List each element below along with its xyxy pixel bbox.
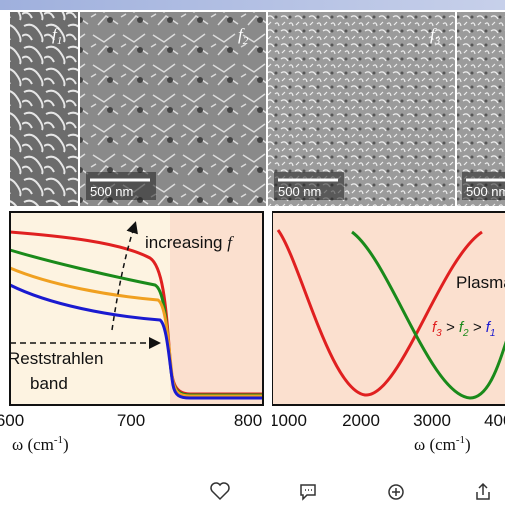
right-plot: Plasma f3 > f2 > f1 1000 2000 3000 4000 … [269, 212, 505, 454]
label-sub: 2 [243, 35, 249, 47]
x-tick-label: 700 [117, 411, 145, 430]
label-text: ) [465, 435, 471, 454]
sub: 1 [490, 328, 496, 339]
label-sup: -1 [456, 434, 465, 446]
region-label: band [30, 374, 68, 393]
annotation: increasing f [145, 233, 234, 252]
gt: > [442, 319, 459, 336]
x-tick-label: 2000 [342, 411, 380, 430]
label-text: ω (cm [12, 435, 54, 454]
comment-button[interactable] [301, 485, 315, 499]
panel-clip: 500 nm [462, 172, 505, 200]
label-text: ) [63, 435, 69, 454]
label-text: ω (cm [414, 435, 456, 454]
sem-panel [10, 12, 78, 206]
label-sup: -1 [54, 434, 63, 446]
x-tick-label: 1000 [269, 411, 307, 430]
gt: > [469, 319, 486, 336]
annotation-text: increasing [145, 233, 223, 252]
screenshot: f1 f2 f3 500 nm 500 nm 500 nm increasing… [0, 0, 505, 506]
x-tick-label: 4000 [484, 411, 505, 430]
top-bar [0, 0, 505, 10]
sem-images: f1 f2 f3 500 nm 500 nm 500 nm [10, 12, 505, 206]
left-plot: increasing f Reststrahlen band 600 700 8… [0, 212, 263, 454]
scale-label: 500 nm [90, 184, 133, 199]
label-sub: 3 [434, 35, 441, 47]
action-bar [211, 483, 489, 499]
annotation: Plasma [456, 273, 505, 292]
scale-label: 500 nm [466, 184, 505, 199]
add-button[interactable] [389, 485, 403, 499]
x-axis-label: ω (cm-1) [12, 434, 69, 454]
scale-label: 500 nm [278, 184, 321, 199]
x-tick-label: 800 [234, 411, 262, 430]
add-plus [392, 488, 400, 496]
label-sub: 1 [57, 35, 63, 47]
region-label: Reststrahlen [8, 349, 103, 368]
like-button[interactable] [211, 483, 229, 499]
x-axis-label: ω (cm-1) [414, 434, 471, 454]
x-tick-label: 600 [0, 411, 24, 430]
share-button[interactable] [477, 484, 489, 499]
x-tick-label: 3000 [413, 411, 451, 430]
